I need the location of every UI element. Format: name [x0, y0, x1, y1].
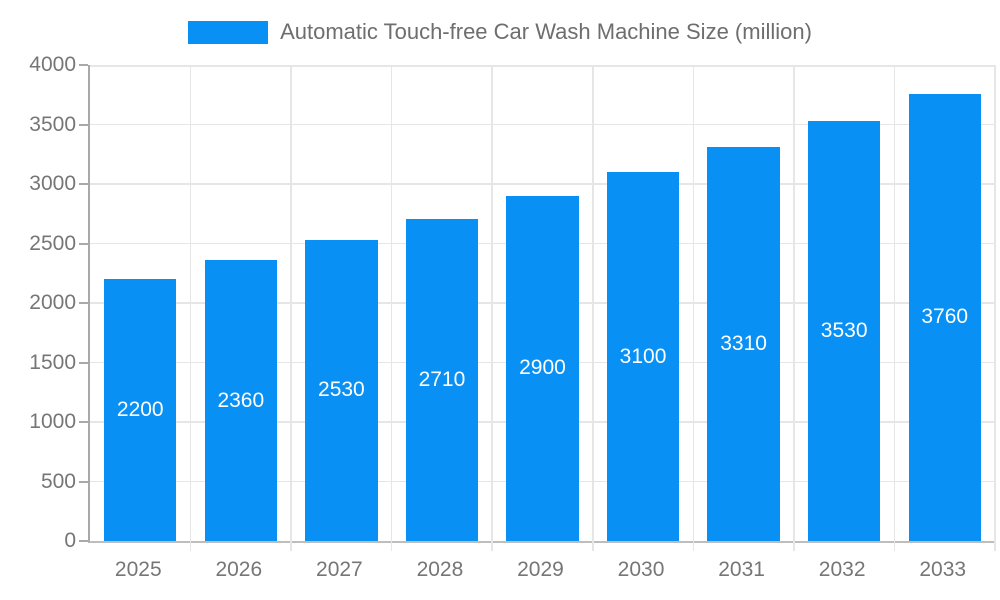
bar-2030[interactable]: 3100	[606, 172, 680, 541]
bar-2028[interactable]: 2710	[405, 218, 479, 541]
bar-value-label: 3530	[820, 318, 868, 342]
bar-2025[interactable]: 2200	[104, 279, 177, 541]
v-gridline	[491, 65, 494, 551]
y-axis-label: 3500	[29, 112, 76, 136]
y-axis-label: 1500	[29, 350, 76, 374]
y-axis-label: 3000	[29, 172, 76, 195]
h-gridline	[90, 65, 995, 67]
y-axis-tick	[79, 242, 88, 245]
x-axis-label: 2027	[316, 558, 363, 581]
y-axis-tick	[79, 421, 88, 423]
v-gridline	[591, 65, 594, 551]
v-gridline	[994, 65, 996, 551]
bar-value-label: 3310	[720, 332, 767, 356]
bar-value-label: 2360	[217, 388, 265, 412]
y-axis-tick	[79, 64, 88, 66]
bar-value-label: 2900	[519, 356, 566, 380]
bar-value-label: 3100	[619, 344, 667, 368]
bar-value-label: 2710	[418, 367, 466, 391]
y-axis-label: 2500	[29, 231, 76, 255]
h-gridline	[90, 123, 995, 126]
y-axis-tick	[79, 361, 88, 364]
bar-value-label: 3760	[921, 305, 969, 329]
y-axis-tick	[79, 183, 88, 185]
x-axis-label: 2031	[718, 558, 765, 581]
y-axis-label: 4000	[29, 53, 76, 76]
y-axis-label: 0	[64, 529, 76, 552]
plot-area: 2200 2360 2530 2710 2900 3100 3310 3530 3760	[88, 65, 996, 551]
bar-2029[interactable]: 2900	[506, 195, 579, 541]
v-gridline	[390, 65, 393, 551]
x-axis-label: 2026	[215, 558, 263, 581]
h-gridline	[90, 183, 995, 185]
v-gridline	[290, 65, 292, 551]
y-axis-tick	[79, 123, 88, 126]
bar-2032[interactable]: 3530	[807, 120, 881, 541]
y-axis-label: 1000	[29, 410, 76, 433]
y-axis-tick	[79, 540, 88, 542]
x-axis-label: 2028	[416, 558, 464, 581]
x-axis-label: 2029	[517, 558, 564, 581]
v-gridline	[692, 65, 695, 551]
legend-item[interactable]: Automatic Touch-free Car Wash Machine Si…	[188, 19, 812, 45]
y-axis-label: 500	[40, 469, 76, 493]
bar-value-label: 2200	[116, 398, 164, 422]
y-axis-label: 2000	[29, 291, 76, 314]
v-gridline	[793, 65, 795, 551]
chart-legend: Automatic Touch-free Car Wash Machine Si…	[0, 19, 1000, 45]
legend-label: Automatic Touch-free Car Wash Machine Si…	[280, 19, 812, 44]
x-axis-label: 2025	[114, 558, 162, 581]
bar-2026[interactable]: 2360	[204, 260, 278, 541]
bar-2031[interactable]: 3310	[707, 147, 780, 541]
v-gridline	[189, 65, 192, 551]
y-axis-tick	[79, 302, 88, 304]
x-axis-label: 2030	[617, 558, 665, 581]
legend-swatch	[188, 20, 269, 44]
bar-2027[interactable]: 2530	[305, 239, 378, 541]
x-axis-label: 2032	[818, 558, 866, 581]
x-axis-label: 2033	[919, 558, 967, 581]
bar-2033[interactable]: 3760	[908, 93, 981, 541]
y-axis-tick	[79, 480, 88, 483]
bar-value-label: 2530	[318, 378, 365, 402]
v-gridline	[893, 65, 896, 551]
